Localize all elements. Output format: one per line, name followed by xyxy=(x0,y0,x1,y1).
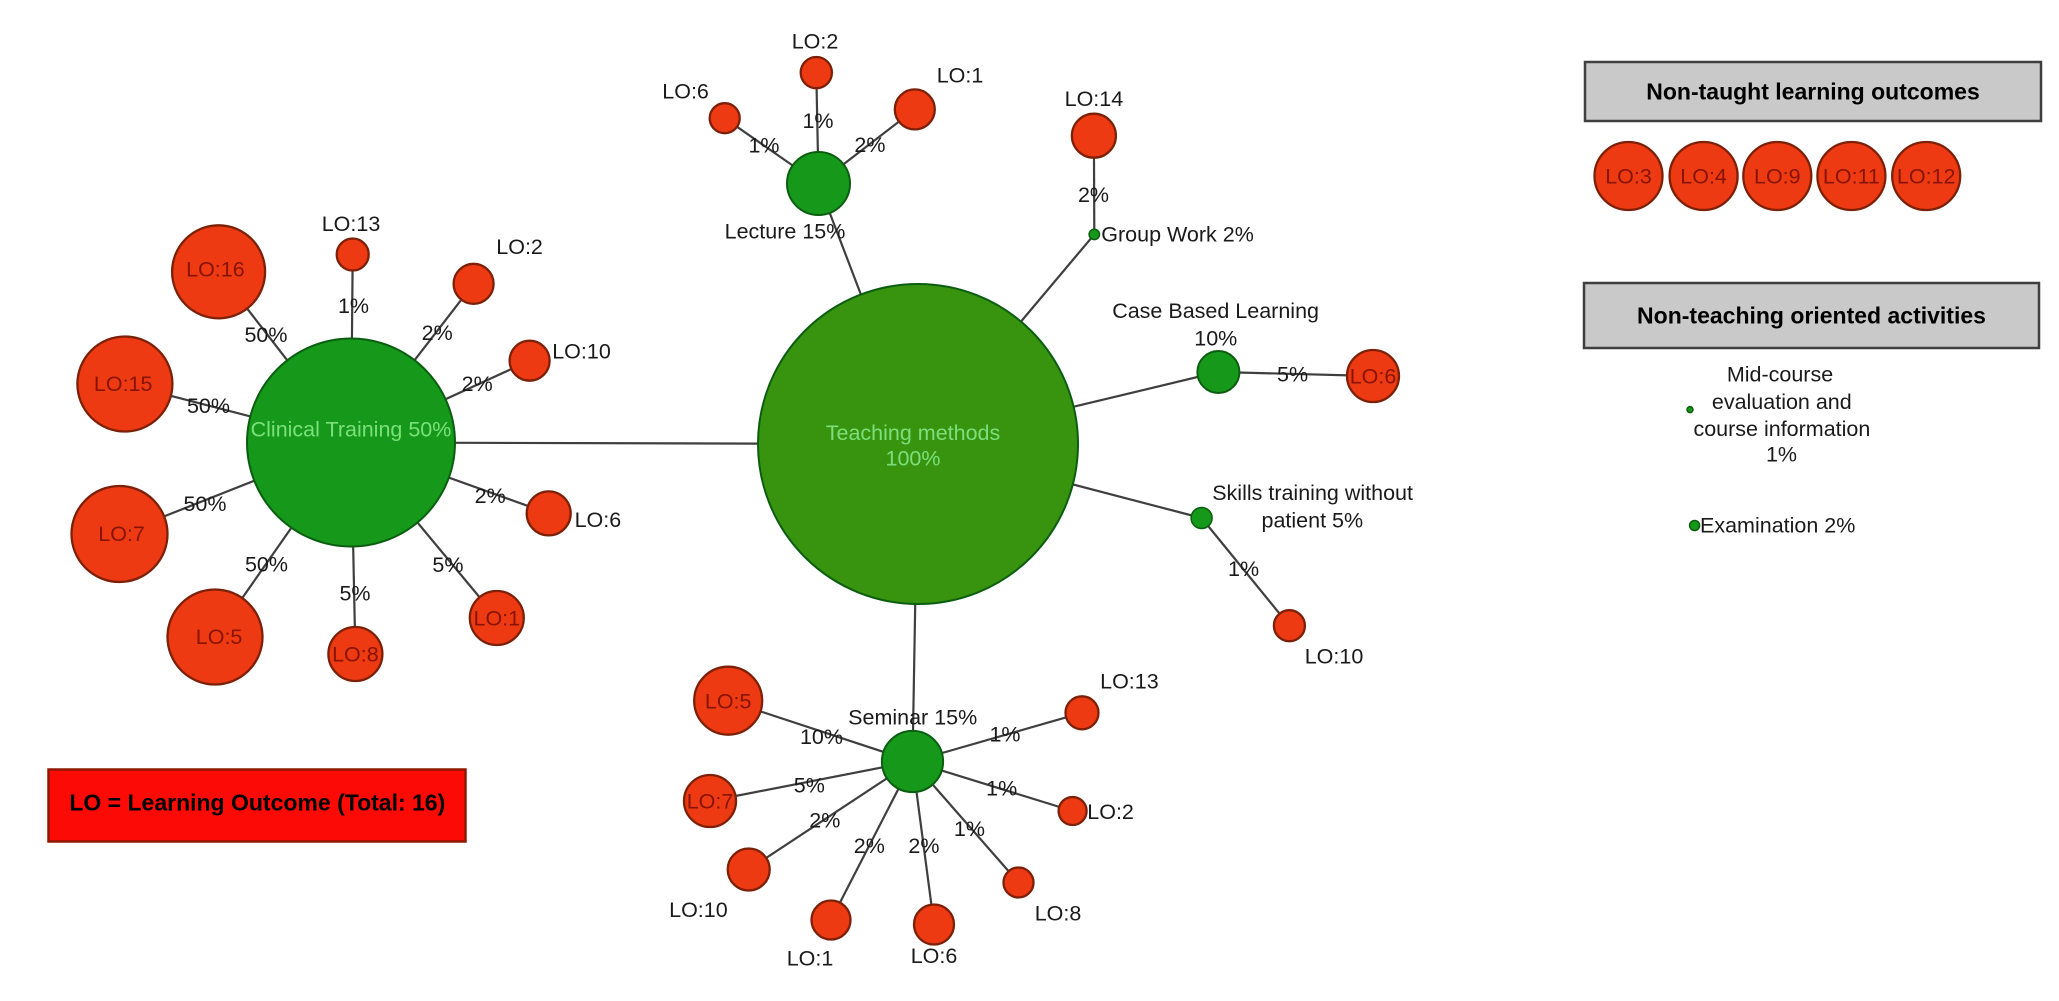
svg-text:10%: 10% xyxy=(1194,326,1237,350)
svg-text:patient 5%: patient 5% xyxy=(1261,509,1363,533)
svg-text:1%: 1% xyxy=(802,109,833,133)
svg-text:1%: 1% xyxy=(954,817,985,841)
svg-text:LO:1: LO:1 xyxy=(787,947,834,971)
svg-text:Examination 2%: Examination 2% xyxy=(1700,513,1855,537)
svg-text:5%: 5% xyxy=(432,553,463,577)
svg-text:1%: 1% xyxy=(989,722,1020,746)
svg-text:LO:10: LO:10 xyxy=(552,340,611,364)
svg-text:LO:13: LO:13 xyxy=(1100,670,1159,694)
svg-text:Clinical Training 50%: Clinical Training 50% xyxy=(251,418,452,442)
svg-text:LO:6: LO:6 xyxy=(575,508,622,532)
svg-text:Lecture 15%: Lecture 15% xyxy=(725,220,846,244)
svg-text:2%: 2% xyxy=(908,834,939,858)
svg-text:2%: 2% xyxy=(854,133,885,157)
svg-text:LO:10: LO:10 xyxy=(669,898,728,922)
svg-text:LO:8: LO:8 xyxy=(1035,902,1082,926)
svg-text:LO:1: LO:1 xyxy=(473,607,520,631)
svg-text:1%: 1% xyxy=(748,134,779,158)
svg-text:LO:13: LO:13 xyxy=(322,212,381,236)
svg-text:LO:14: LO:14 xyxy=(1065,87,1124,111)
svg-text:5%: 5% xyxy=(794,774,825,798)
svg-text:LO:7: LO:7 xyxy=(687,790,734,814)
svg-text:LO:5: LO:5 xyxy=(196,625,243,649)
svg-text:50%: 50% xyxy=(245,553,288,577)
svg-text:Group Work 2%: Group Work 2% xyxy=(1101,223,1254,247)
svg-text:LO:6: LO:6 xyxy=(662,80,709,104)
svg-text:LO = Learning Outcome (Total:: LO = Learning Outcome (Total: 16) xyxy=(69,790,445,816)
svg-text:50%: 50% xyxy=(187,394,230,418)
svg-text:10%: 10% xyxy=(800,725,843,749)
svg-text:LO:10: LO:10 xyxy=(1305,645,1364,669)
svg-text:50%: 50% xyxy=(183,492,226,516)
svg-text:2%: 2% xyxy=(475,484,506,508)
svg-text:100%: 100% xyxy=(886,446,941,470)
svg-text:LO:2: LO:2 xyxy=(1087,800,1134,824)
svg-text:5%: 5% xyxy=(1277,362,1308,386)
svg-text:LO:8: LO:8 xyxy=(332,643,379,667)
svg-text:Case Based Learning: Case Based Learning xyxy=(1112,299,1319,323)
svg-text:LO:5: LO:5 xyxy=(705,689,752,713)
svg-text:2%: 2% xyxy=(854,834,885,858)
svg-text:2%: 2% xyxy=(422,321,453,345)
svg-text:LO:2: LO:2 xyxy=(496,235,543,259)
svg-text:LO:1: LO:1 xyxy=(937,64,984,88)
svg-text:LO:7: LO:7 xyxy=(98,522,145,546)
svg-text:evaluation and: evaluation and xyxy=(1712,390,1852,414)
svg-text:2%: 2% xyxy=(809,809,840,833)
svg-text:LO:6: LO:6 xyxy=(911,944,958,968)
svg-text:LO:9: LO:9 xyxy=(1754,165,1801,189)
svg-text:2%: 2% xyxy=(462,372,493,396)
svg-text:LO:4: LO:4 xyxy=(1680,165,1727,189)
svg-text:LO:11: LO:11 xyxy=(1823,165,1880,189)
svg-text:LO:15: LO:15 xyxy=(94,372,153,396)
svg-text:Non-teaching oriented activiti: Non-teaching oriented activities xyxy=(1637,303,1986,329)
svg-text:5%: 5% xyxy=(339,582,370,606)
svg-text:Skills training without: Skills training without xyxy=(1212,481,1413,505)
svg-text:1%: 1% xyxy=(986,777,1017,801)
svg-text:1%: 1% xyxy=(338,294,369,318)
svg-text:50%: 50% xyxy=(244,323,287,347)
svg-text:1%: 1% xyxy=(1766,443,1797,467)
svg-text:Non-taught learning outcomes: Non-taught learning outcomes xyxy=(1646,79,1980,105)
svg-text:LO:6: LO:6 xyxy=(1350,365,1397,389)
svg-text:Seminar 15%: Seminar 15% xyxy=(848,705,977,729)
svg-text:Mid-course: Mid-course xyxy=(1727,363,1833,387)
svg-text:1%: 1% xyxy=(1228,557,1259,581)
svg-text:LO:2: LO:2 xyxy=(792,30,839,54)
svg-text:Teaching methods: Teaching methods xyxy=(826,421,1001,445)
svg-text:LO:3: LO:3 xyxy=(1605,165,1652,189)
svg-text:LO:12: LO:12 xyxy=(1897,165,1956,189)
svg-text:2%: 2% xyxy=(1078,183,1109,207)
svg-text:course information: course information xyxy=(1693,417,1870,441)
svg-text:LO:16: LO:16 xyxy=(186,258,245,282)
